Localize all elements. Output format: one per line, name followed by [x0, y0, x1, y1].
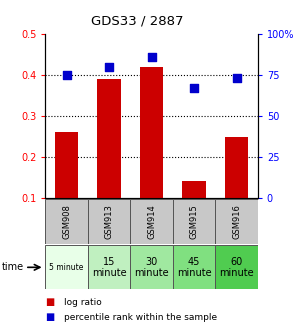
- Text: GSM914: GSM914: [147, 204, 156, 239]
- Bar: [215, 245, 258, 289]
- Text: 5 minute: 5 minute: [50, 263, 84, 272]
- Text: ■: ■: [45, 298, 55, 307]
- Text: GSM916: GSM916: [232, 204, 241, 239]
- Text: GDS33 / 2887: GDS33 / 2887: [91, 15, 184, 28]
- Point: [64, 73, 69, 78]
- Bar: [55, 132, 78, 198]
- Text: 15
minute: 15 minute: [92, 256, 127, 278]
- Bar: [45, 199, 88, 244]
- Bar: [130, 245, 173, 289]
- Bar: [173, 199, 215, 244]
- Point: [234, 76, 239, 81]
- Bar: [88, 245, 130, 289]
- Text: 45
minute: 45 minute: [177, 256, 212, 278]
- Bar: [140, 67, 163, 198]
- Point: [192, 86, 197, 91]
- Bar: [45, 245, 88, 289]
- Bar: [98, 79, 121, 198]
- Bar: [215, 199, 258, 244]
- Bar: [130, 199, 173, 244]
- Text: 30
minute: 30 minute: [134, 256, 169, 278]
- Text: GSM915: GSM915: [190, 204, 199, 239]
- Text: percentile rank within the sample: percentile rank within the sample: [64, 313, 218, 322]
- Text: ■: ■: [45, 312, 55, 322]
- Bar: [173, 245, 215, 289]
- Text: log ratio: log ratio: [64, 298, 102, 307]
- Bar: [183, 181, 206, 198]
- Text: 60
minute: 60 minute: [219, 256, 254, 278]
- Text: GSM908: GSM908: [62, 204, 71, 239]
- Bar: [225, 137, 248, 198]
- Point: [107, 64, 111, 70]
- Point: [149, 55, 154, 60]
- Text: time: time: [1, 262, 24, 272]
- Bar: [88, 199, 130, 244]
- Text: GSM913: GSM913: [105, 204, 114, 239]
